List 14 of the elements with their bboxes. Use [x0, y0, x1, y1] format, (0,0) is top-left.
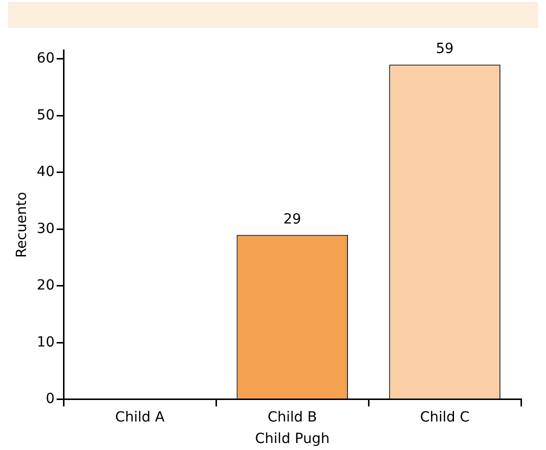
- data-label: 29: [283, 211, 302, 228]
- data-label: 59: [436, 41, 454, 58]
- x-tick-label: Child B: [268, 409, 317, 426]
- y-tick-label: 50: [36, 107, 55, 124]
- y-tick-label: 30: [36, 220, 55, 237]
- y-tick-label: 0: [46, 391, 55, 408]
- x-axis-title: Child Pugh: [255, 431, 330, 448]
- y-tick-label: 20: [36, 278, 55, 294]
- y-tick-label: 10: [36, 334, 55, 350]
- x-tick-label: Child A: [115, 409, 165, 426]
- y-tick-label: 40: [36, 164, 55, 180]
- y-tick-label: 60: [36, 50, 55, 67]
- x-tick-label: Child C: [420, 409, 470, 426]
- y-axis-title: Recuento: [14, 192, 30, 258]
